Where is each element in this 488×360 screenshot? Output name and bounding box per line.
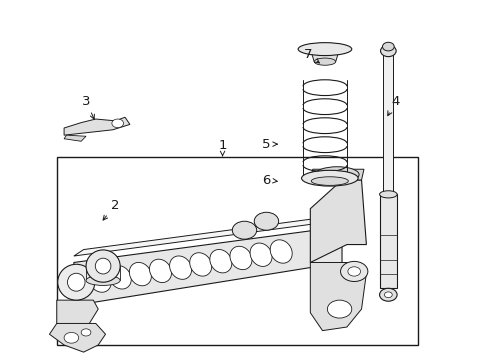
- Text: 5: 5: [262, 138, 277, 150]
- Text: 4: 4: [387, 95, 399, 116]
- Polygon shape: [74, 214, 351, 256]
- Text: 7: 7: [303, 48, 319, 63]
- Ellipse shape: [301, 170, 357, 186]
- Ellipse shape: [382, 42, 393, 51]
- Ellipse shape: [81, 329, 91, 336]
- Ellipse shape: [109, 266, 131, 289]
- Ellipse shape: [67, 273, 85, 291]
- Ellipse shape: [169, 256, 191, 279]
- Ellipse shape: [311, 177, 347, 185]
- Ellipse shape: [229, 246, 251, 270]
- Polygon shape: [310, 169, 363, 180]
- Ellipse shape: [95, 258, 111, 274]
- Text: 1: 1: [218, 139, 226, 156]
- Ellipse shape: [314, 58, 335, 65]
- Polygon shape: [74, 226, 341, 306]
- Ellipse shape: [86, 275, 120, 285]
- Ellipse shape: [189, 253, 211, 276]
- Ellipse shape: [149, 259, 171, 283]
- Text: 6: 6: [262, 174, 277, 186]
- Ellipse shape: [254, 212, 278, 230]
- Polygon shape: [310, 262, 366, 330]
- Ellipse shape: [209, 249, 231, 273]
- Ellipse shape: [129, 262, 151, 286]
- Ellipse shape: [64, 332, 79, 343]
- Ellipse shape: [340, 261, 367, 282]
- Polygon shape: [49, 323, 105, 352]
- Ellipse shape: [384, 292, 391, 298]
- Bar: [57, 157, 417, 345]
- Polygon shape: [310, 49, 339, 62]
- Ellipse shape: [315, 167, 358, 183]
- Ellipse shape: [327, 300, 351, 318]
- Text: 3: 3: [81, 95, 94, 119]
- Polygon shape: [383, 51, 392, 194]
- Polygon shape: [310, 180, 366, 262]
- Ellipse shape: [249, 243, 271, 266]
- Polygon shape: [64, 135, 86, 141]
- Ellipse shape: [379, 191, 396, 198]
- Ellipse shape: [379, 288, 396, 301]
- Ellipse shape: [58, 264, 95, 300]
- Text: 2: 2: [103, 199, 119, 220]
- Ellipse shape: [298, 42, 351, 55]
- Polygon shape: [57, 300, 98, 334]
- Ellipse shape: [347, 267, 360, 276]
- Ellipse shape: [89, 269, 111, 292]
- Ellipse shape: [112, 119, 123, 128]
- Ellipse shape: [270, 240, 292, 263]
- Ellipse shape: [86, 250, 120, 282]
- Ellipse shape: [380, 45, 395, 57]
- Polygon shape: [379, 194, 396, 288]
- Ellipse shape: [232, 221, 256, 239]
- Polygon shape: [64, 117, 130, 135]
